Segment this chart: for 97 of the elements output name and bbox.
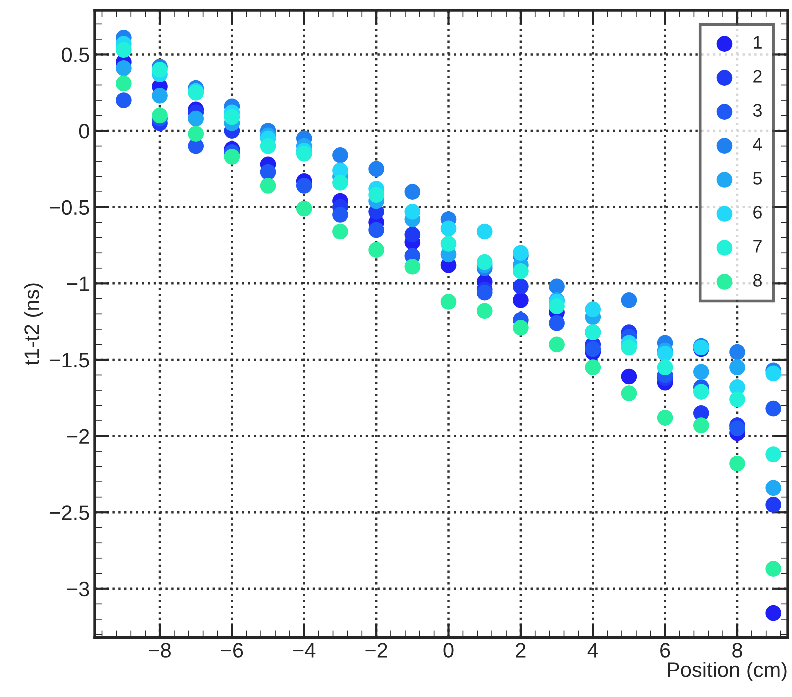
y-tick-label: −3	[67, 582, 90, 597]
point	[549, 336, 565, 353]
legend-label: 6	[754, 206, 762, 219]
point	[332, 224, 348, 240]
y-tick-label: −1.5	[50, 353, 90, 368]
legend-label: 3	[753, 104, 762, 117]
point	[404, 258, 421, 275]
point	[476, 303, 493, 320]
point	[766, 561, 782, 577]
y-tick-label: 0	[79, 124, 90, 139]
point	[657, 346, 674, 362]
x-tick-label: −6	[221, 643, 244, 658]
point	[621, 340, 638, 356]
point	[766, 366, 782, 382]
legend-label: 7	[754, 240, 762, 253]
point	[766, 497, 782, 513]
y-axis-title: t1-t2 (ns)	[24, 284, 44, 366]
legend-label: 2	[754, 70, 762, 83]
point	[332, 148, 348, 164]
point	[476, 284, 493, 301]
point	[513, 278, 529, 295]
point	[657, 410, 674, 426]
point	[549, 315, 565, 332]
point	[152, 108, 168, 124]
point	[332, 207, 348, 223]
point	[766, 605, 782, 622]
point	[693, 384, 710, 400]
point	[404, 184, 421, 200]
x-tick-label: −2	[366, 643, 388, 658]
legend-label: 5	[753, 172, 762, 185]
point	[549, 278, 565, 295]
y-tick-label: −2	[67, 429, 90, 444]
x-tick-label: 0	[444, 643, 454, 658]
point	[476, 224, 493, 240]
y-tick-label: −0.5	[50, 200, 90, 216]
point	[116, 76, 132, 92]
x-axis-title: Position (cm)	[668, 662, 787, 682]
x-tick-label: 4	[588, 643, 598, 658]
point	[224, 149, 240, 165]
point	[513, 245, 529, 262]
point	[368, 161, 384, 178]
y-tick-label: 0.5	[62, 48, 90, 62]
point	[404, 204, 421, 220]
point	[621, 292, 638, 308]
point	[621, 368, 638, 385]
point	[766, 446, 782, 463]
point	[404, 226, 421, 243]
point	[188, 126, 204, 142]
point	[585, 360, 602, 376]
point	[730, 344, 746, 360]
point	[693, 364, 710, 380]
point	[152, 88, 168, 104]
point	[188, 110, 204, 127]
point	[368, 222, 384, 238]
point	[296, 178, 312, 194]
point	[368, 187, 384, 204]
x-tick-label: −4	[294, 643, 316, 658]
point	[260, 138, 276, 154]
point	[730, 420, 746, 437]
point	[693, 418, 710, 434]
point	[116, 42, 132, 58]
point	[549, 298, 565, 314]
point	[296, 146, 312, 162]
point	[224, 109, 240, 126]
point	[440, 236, 457, 252]
x-tick-label: 2	[516, 643, 526, 658]
point	[260, 178, 276, 194]
point	[585, 341, 602, 358]
point	[730, 392, 746, 408]
point	[152, 62, 168, 78]
x-tick-label: 8	[732, 643, 742, 658]
point	[116, 60, 132, 76]
point	[766, 400, 782, 417]
x-tick-label: 6	[660, 643, 670, 658]
point	[368, 242, 384, 258]
y-tick-label: −2.5	[50, 506, 90, 520]
point	[730, 456, 746, 472]
x-tick-label: −8	[149, 643, 171, 658]
legend-label: 8	[754, 274, 762, 287]
point	[116, 92, 132, 108]
legend-label: 4	[753, 138, 762, 151]
point	[513, 320, 529, 336]
point	[513, 292, 529, 308]
point	[440, 220, 457, 237]
point	[513, 264, 529, 280]
point	[585, 302, 602, 318]
point	[476, 254, 493, 270]
legend-label: 1	[754, 36, 762, 49]
point	[440, 294, 457, 310]
point	[766, 480, 782, 496]
point	[260, 164, 276, 180]
point	[332, 175, 348, 191]
y-tick-label: −1	[67, 276, 90, 292]
point	[621, 386, 638, 402]
point	[730, 360, 746, 376]
point	[657, 360, 674, 376]
point	[296, 200, 312, 217]
